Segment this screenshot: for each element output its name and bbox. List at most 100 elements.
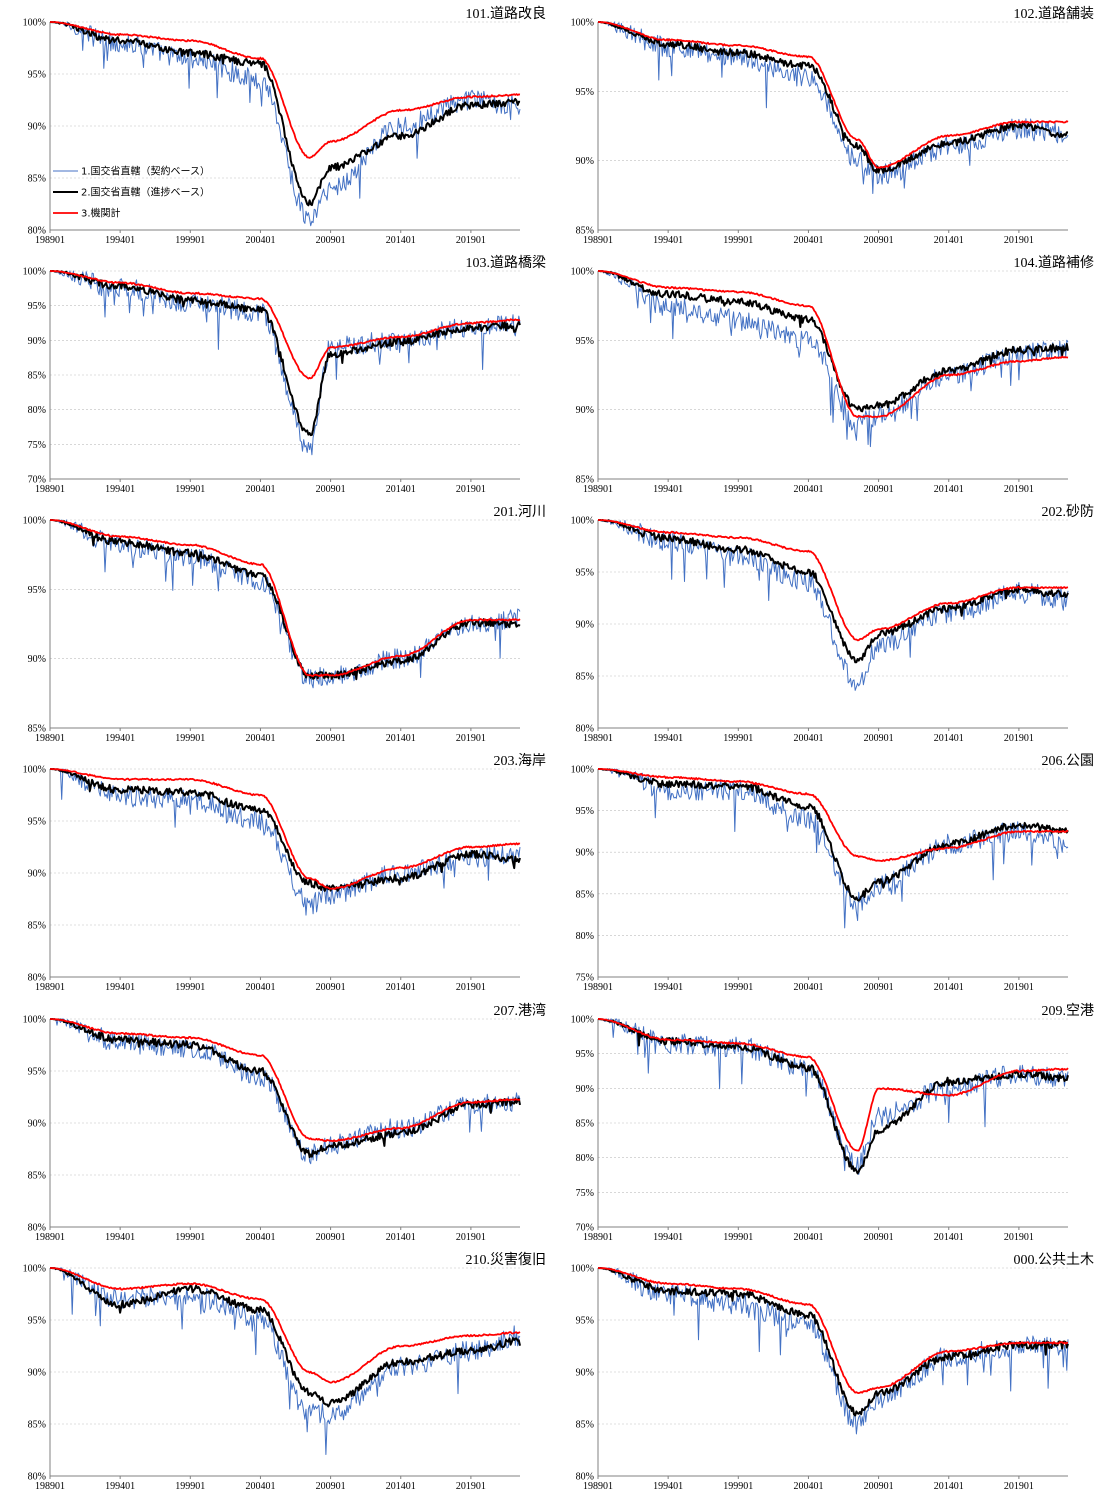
x-tick-label: 201401: [386, 1232, 416, 1243]
x-tick-label: 201401: [934, 982, 964, 993]
x-tick-label: 201401: [386, 484, 416, 495]
y-tick-label: 75%: [576, 1188, 594, 1199]
chart-panel: 80% 85% 90% 95% 100% 198901 199401 199901 200401…: [0, 997, 548, 1246]
x-tick-label: 200901: [864, 982, 894, 993]
legend-label: 2.国交省直轄（進捗ベース）: [81, 186, 210, 199]
x-tick-label: 199401: [653, 484, 683, 495]
x-tick-label: 200901: [864, 1232, 894, 1243]
chart-title: 210.災害復旧: [466, 1251, 547, 1268]
line-chart: 70% 75% 80% 85% 90% 95% 100% 198901 199401 199901…: [571, 1003, 1095, 1243]
y-tick-label: 95%: [576, 1049, 594, 1060]
y-tick-label: 90%: [28, 869, 46, 880]
y-tick-label: 80%: [576, 931, 594, 942]
y-tick-label: 100%: [23, 516, 46, 527]
x-tick-label: 200401: [793, 484, 823, 495]
chart-panel: 80% 85% 90% 95% 100% 198901 199401 199901 200401…: [0, 1246, 548, 1495]
series-line-2: [50, 1018, 521, 1159]
series-line-2: [597, 1267, 1069, 1417]
chart-title: 209.空港: [1042, 1003, 1095, 1019]
x-tick-label: 199901: [175, 733, 205, 744]
legend-label: 1.国交省直轄（契約ベース）: [81, 165, 210, 178]
x-tick-label: 199901: [175, 1232, 205, 1243]
x-tick-label: 198901: [583, 484, 613, 495]
series-line-3: [598, 768, 1069, 862]
series-line-2: [598, 519, 1069, 664]
line-chart: 80% 85% 90% 95% 100% 198901 199401 199901 200401…: [571, 504, 1095, 744]
y-tick-label: 95%: [576, 806, 594, 817]
x-tick-label: 201401: [386, 235, 416, 246]
x-tick-label: 201901: [456, 1232, 486, 1243]
series-line-1: [50, 519, 521, 689]
x-tick-label: 201401: [386, 982, 416, 993]
x-tick-label: 200401: [793, 1232, 823, 1243]
legend-label: 3.機関計: [81, 207, 121, 220]
x-tick-label: 201901: [1004, 1232, 1034, 1243]
y-tick-label: 85%: [28, 724, 46, 735]
y-tick-label: 100%: [571, 18, 594, 29]
y-tick-label: 85%: [576, 672, 594, 683]
x-tick-label: 199401: [105, 1481, 135, 1492]
series-line-2: [50, 768, 521, 892]
x-tick-label: 198901: [35, 235, 65, 246]
series-line-1: [49, 1267, 521, 1455]
line-chart: 85% 90% 95% 100% 198901 199401 199901 200401 200…: [571, 6, 1094, 246]
y-tick-label: 80%: [28, 1223, 46, 1234]
y-tick-label: 80%: [28, 405, 46, 416]
x-tick-label: 201401: [934, 1481, 964, 1492]
x-tick-label: 199901: [723, 1232, 753, 1243]
chart-panel: 85% 90% 95% 100% 198901 199401 199901 200401 200…: [0, 498, 548, 747]
y-tick-label: 80%: [576, 1472, 594, 1483]
x-tick-label: 198901: [583, 1481, 613, 1492]
chart-panel: 80% 85% 90% 95% 100% 198901 199401 199901 200401…: [0, 747, 548, 996]
x-tick-label: 200901: [316, 235, 346, 246]
x-tick-label: 200401: [793, 982, 823, 993]
series-line-2: [598, 21, 1068, 174]
x-tick-label: 201901: [1004, 982, 1034, 993]
y-tick-label: 85%: [576, 226, 594, 237]
y-tick-label: 85%: [28, 1171, 46, 1182]
x-tick-label: 200901: [864, 733, 894, 744]
series-line-3: [598, 270, 1069, 419]
y-tick-label: 85%: [576, 1420, 594, 1431]
y-tick-label: 85%: [28, 1420, 46, 1431]
line-chart: 80% 85% 90% 95% 100% 198901 199401 199901 200401…: [23, 753, 546, 993]
x-tick-label: 198901: [583, 982, 613, 993]
x-tick-label: 198901: [35, 1232, 65, 1243]
x-tick-label: 199901: [723, 484, 753, 495]
x-tick-label: 199401: [653, 733, 683, 744]
x-tick-label: 201901: [456, 484, 486, 495]
x-tick-label: 200401: [245, 982, 275, 993]
series-line-2: [598, 768, 1069, 902]
y-tick-label: 95%: [28, 585, 46, 596]
y-tick-label: 85%: [576, 889, 594, 900]
x-tick-label: 198901: [583, 733, 613, 744]
series-line-3: [598, 519, 1069, 642]
y-tick-label: 85%: [576, 475, 594, 486]
y-tick-label: 100%: [23, 1015, 46, 1026]
x-tick-label: 200401: [793, 733, 823, 744]
x-tick-label: 200401: [245, 1481, 275, 1492]
y-tick-label: 75%: [576, 973, 594, 984]
x-tick-label: 200901: [864, 235, 894, 246]
line-chart: 80% 85% 90% 95% 100% 198901 199401 199901 200401…: [23, 1251, 547, 1492]
y-tick-label: 85%: [576, 1119, 594, 1130]
y-tick-label: 95%: [576, 336, 594, 347]
y-tick-label: 95%: [576, 87, 594, 98]
x-tick-label: 198901: [35, 1481, 65, 1492]
y-tick-label: 85%: [28, 174, 46, 185]
y-tick-label: 95%: [576, 568, 594, 579]
series-line-3: [598, 1018, 1069, 1152]
y-tick-label: 100%: [571, 267, 594, 278]
line-chart: 80% 85% 90% 95% 100% 198901 199401 199901 200401…: [571, 1252, 1094, 1492]
x-tick-label: 201901: [456, 733, 486, 744]
x-tick-label: 198901: [583, 235, 613, 246]
chart-title: 202.砂防: [1042, 504, 1095, 520]
x-tick-label: 200901: [316, 982, 346, 993]
series-line-1: [597, 768, 1069, 929]
y-tick-label: 80%: [28, 1472, 46, 1483]
x-tick-label: 199901: [175, 484, 205, 495]
y-tick-label: 100%: [23, 18, 46, 29]
chart-panel: 70% 75% 80% 85% 90% 95% 100% 198901 199401 199901…: [548, 997, 1096, 1246]
x-tick-label: 200401: [245, 733, 275, 744]
x-tick-label: 199401: [105, 1232, 135, 1243]
